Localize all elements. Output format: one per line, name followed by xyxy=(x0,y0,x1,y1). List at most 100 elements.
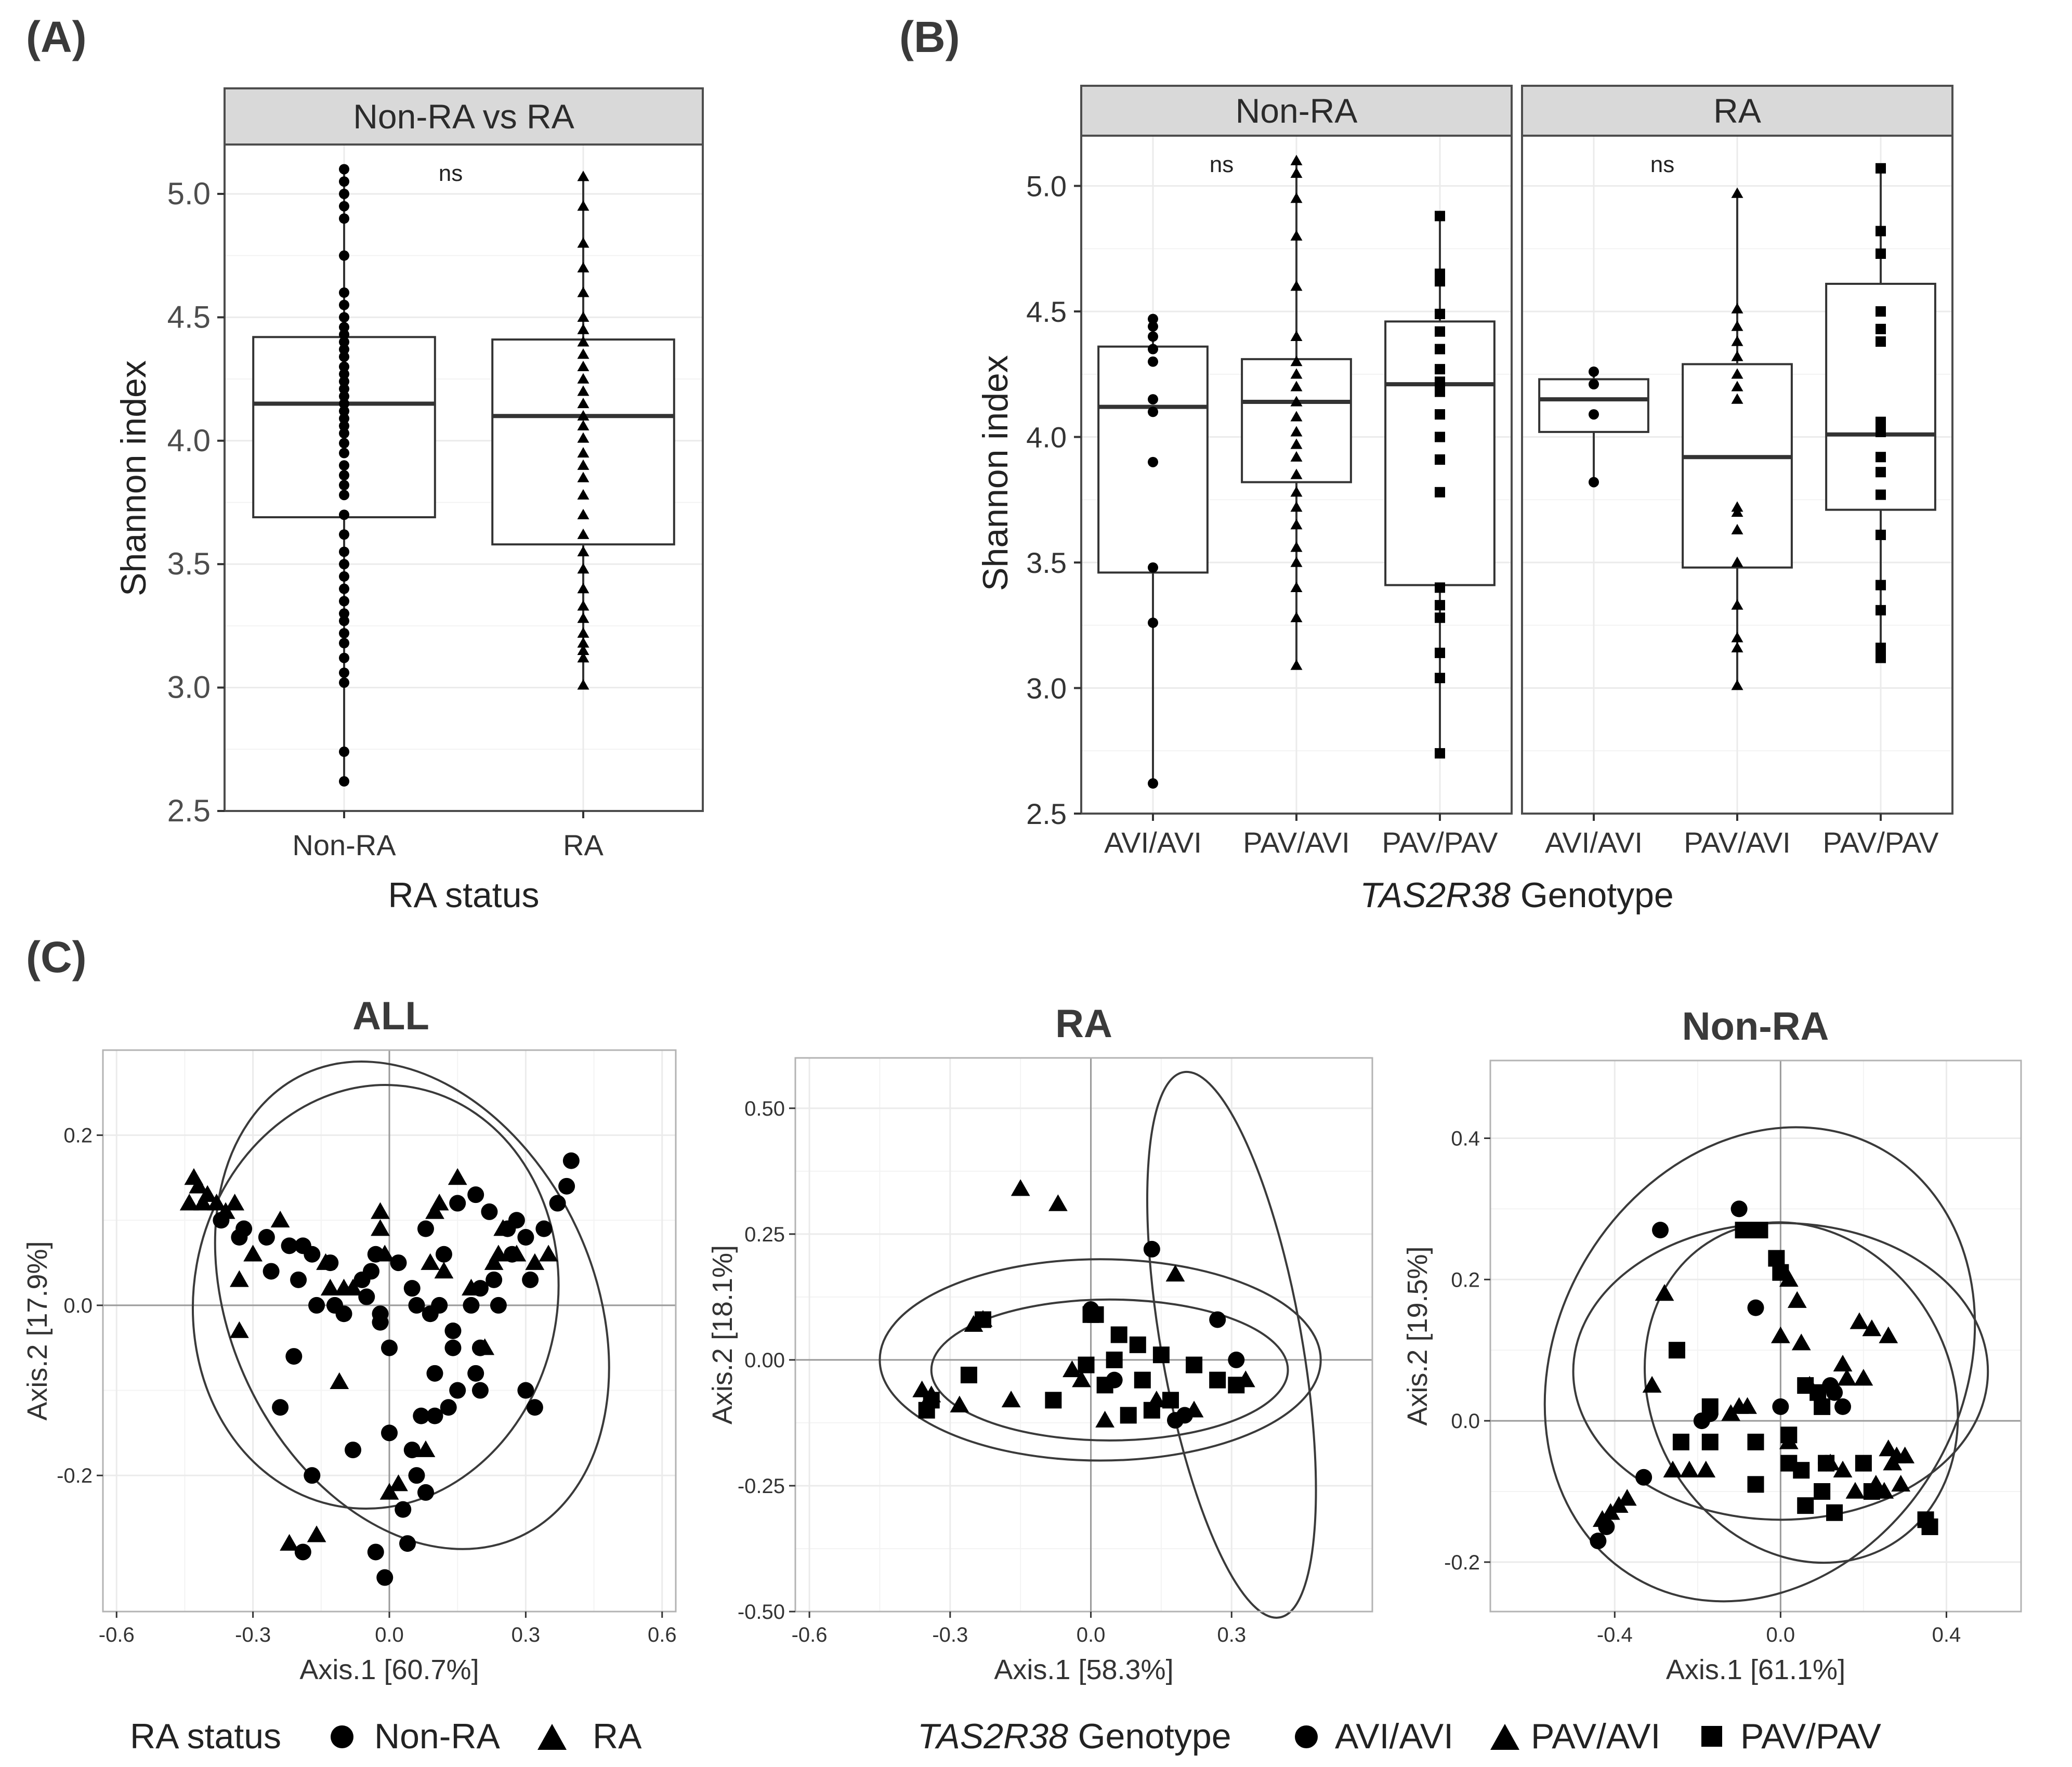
y-tick-label: 4.0 xyxy=(1026,421,1067,454)
data-point xyxy=(1701,1433,1719,1450)
data-point xyxy=(1876,226,1886,237)
data-point xyxy=(484,1253,504,1270)
data-point xyxy=(339,213,349,224)
box-avi-avi xyxy=(1538,366,1649,488)
data-point xyxy=(1589,366,1599,377)
data-point xyxy=(1045,1392,1062,1409)
x-tick-label: PAV/AVI xyxy=(1684,826,1790,859)
data-point xyxy=(304,1246,321,1263)
data-point xyxy=(1435,308,1445,319)
box-non-ra xyxy=(252,164,436,787)
data-point xyxy=(1731,642,1743,652)
plot-area xyxy=(1489,1059,2022,1613)
data-point xyxy=(1731,368,1743,379)
data-point xyxy=(1854,1369,1873,1386)
data-point xyxy=(339,428,349,439)
data-point xyxy=(577,679,589,690)
y-tick-label: 5.0 xyxy=(167,176,211,211)
data-point xyxy=(1876,323,1886,334)
data-point xyxy=(522,1271,539,1288)
data-point xyxy=(339,398,349,409)
data-point xyxy=(577,528,589,539)
data-point xyxy=(270,1210,290,1228)
data-point xyxy=(444,1339,462,1356)
data-point xyxy=(1148,456,1158,467)
legend-genotype: TAS2R38 Genotype AVI/AVI PAV/AVI PAV/PAV xyxy=(917,1717,1881,1756)
data-point xyxy=(367,1543,384,1561)
data-point xyxy=(1876,580,1886,591)
data-point xyxy=(1876,426,1886,437)
confidence-ellipse xyxy=(878,1258,1322,1462)
confidence-ellipse xyxy=(930,1298,1289,1442)
data-point xyxy=(417,1484,434,1501)
data-point xyxy=(281,1237,298,1254)
data-point xyxy=(1791,1333,1811,1351)
data-point xyxy=(1837,1369,1857,1386)
y-tick-label: 4.5 xyxy=(1026,295,1067,328)
data-point xyxy=(577,489,589,500)
box-avi-avi xyxy=(1097,313,1209,789)
legend-pav-pav-label: PAV/PAV xyxy=(1740,1717,1881,1756)
data-point xyxy=(431,1297,448,1314)
data-point xyxy=(330,1372,349,1389)
data-point xyxy=(517,1229,534,1246)
data-point xyxy=(1731,320,1743,331)
data-point xyxy=(339,677,349,688)
data-point xyxy=(435,1246,452,1263)
data-point xyxy=(339,776,349,787)
data-point xyxy=(918,1402,935,1419)
y-axis-title: Axis.2 [19.5%] xyxy=(1402,1246,1433,1425)
data-point xyxy=(1589,477,1599,488)
legend-pav-avi-label: PAV/AVI xyxy=(1531,1717,1660,1756)
data-point xyxy=(507,1245,527,1262)
data-point xyxy=(1814,1483,1831,1500)
data-point xyxy=(426,1407,443,1424)
plot-area xyxy=(102,1049,677,1613)
data-point xyxy=(1876,467,1886,478)
data-point xyxy=(1435,431,1445,442)
x-tick-label: PAV/PAV xyxy=(1822,826,1939,859)
y-tick-label: 0.0 xyxy=(1451,1410,1480,1433)
data-point xyxy=(1876,452,1886,463)
x-tick-label: PAV/AVI xyxy=(1243,826,1349,859)
data-point xyxy=(339,596,349,607)
x-tick-label: AVI/AVI xyxy=(1545,826,1643,859)
data-point xyxy=(1668,1342,1685,1359)
data-point xyxy=(403,1442,421,1459)
data-point xyxy=(339,490,349,501)
data-point xyxy=(1696,1460,1716,1478)
data-point xyxy=(339,413,349,424)
box-pav-pav xyxy=(1825,163,1936,663)
data-point xyxy=(1435,268,1445,279)
data-point xyxy=(1106,1351,1123,1368)
data-point xyxy=(1751,1222,1768,1239)
y-tick-label: 4.0 xyxy=(167,423,211,458)
data-point xyxy=(371,1219,390,1236)
data-point xyxy=(1731,303,1743,313)
panel-a-strip xyxy=(224,87,704,146)
data-point xyxy=(1818,1455,1835,1472)
data-point xyxy=(1768,1250,1785,1267)
data-point xyxy=(1162,1392,1179,1409)
data-point xyxy=(1148,778,1158,789)
legend-non-ra-label: Non-RA xyxy=(374,1717,500,1756)
data-point xyxy=(408,1467,425,1484)
data-point xyxy=(235,1220,253,1237)
data-point xyxy=(429,1194,449,1211)
legend-ra-status: RA status Non-RA RA xyxy=(130,1717,642,1756)
data-point xyxy=(179,1194,199,1211)
data-point xyxy=(577,311,589,322)
data-point xyxy=(1731,632,1743,643)
data-point xyxy=(577,237,589,248)
data-point xyxy=(577,261,589,273)
significance-label: ns xyxy=(439,161,463,186)
data-point xyxy=(1290,396,1303,407)
data-point xyxy=(335,1305,352,1323)
data-point xyxy=(577,360,589,371)
x-tick-label: -0.6 xyxy=(792,1624,828,1646)
data-point xyxy=(399,1535,416,1552)
data-point xyxy=(1787,1291,1807,1308)
data-point xyxy=(1148,321,1158,332)
data-point xyxy=(1435,673,1445,684)
data-point xyxy=(339,329,349,340)
